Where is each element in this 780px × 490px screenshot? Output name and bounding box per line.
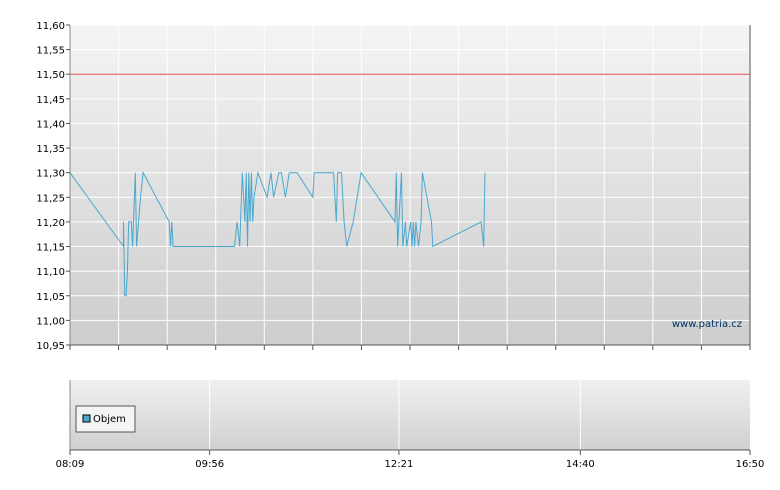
y-tick-label: 11,05 — [36, 292, 65, 303]
y-tick-label: 11,30 — [36, 169, 65, 180]
y-tick-label: 11,20 — [36, 218, 65, 229]
x-tick-label: 16:50 — [736, 459, 765, 470]
x-axis-ticks: 08:09 09:56 12:21 14:40 16:50 — [56, 450, 765, 470]
legend: Objem — [75, 405, 136, 433]
y-tick-label: 11,00 — [36, 316, 65, 327]
volume-plot-area — [70, 380, 750, 450]
x-tick-label: 14:40 — [566, 459, 595, 470]
legend-label: Objem — [93, 414, 126, 425]
watermark: www.patria.cz — [672, 319, 742, 330]
legend-swatch — [82, 414, 91, 423]
x-tick-label: 08:09 — [56, 459, 85, 470]
y-tick-label: 11,35 — [36, 144, 65, 155]
y-tick-label: 11,25 — [36, 193, 65, 204]
y-axis-ticks: 10,95 11,00 11,05 11,10 11,15 11,20 11,25 11,30… — [36, 21, 70, 352]
y-tick-label: 11,60 — [36, 21, 65, 32]
x-tick-label: 09:56 — [195, 459, 224, 470]
volume-panel: 08:09 09:56 12:21 14:40 16:50 Objem — [56, 380, 765, 470]
price-grid — [70, 24, 750, 346]
y-tick-label: 11,50 — [36, 70, 65, 81]
volume-grid — [209, 380, 581, 450]
price-series-line — [69, 170, 486, 297]
price-x-tick-marks — [69, 25, 751, 350]
price-panel: 10,95 11,00 11,05 11,10 11,15 11,20 11,25 11,30… — [36, 21, 751, 352]
y-tick-label: 11,55 — [36, 46, 65, 57]
x-tick-label: 12:21 — [384, 459, 413, 470]
y-tick-label: 10,95 — [36, 341, 65, 352]
y-tick-label: 11,45 — [36, 95, 65, 106]
y-tick-label: 11,15 — [36, 243, 65, 254]
y-tick-label: 11,10 — [36, 267, 65, 278]
y-tick-label: 11,40 — [36, 119, 65, 130]
